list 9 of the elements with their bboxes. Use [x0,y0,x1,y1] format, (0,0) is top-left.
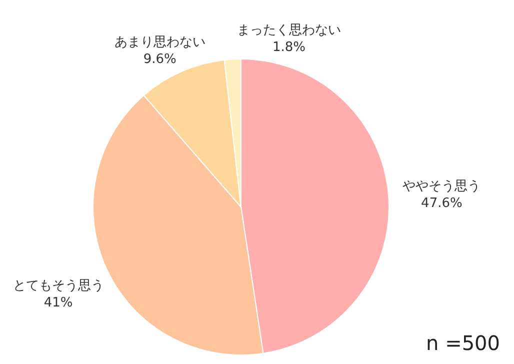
data-label: 1.8% [272,40,306,55]
slice-label: とてもそう思う [12,278,104,294]
slice-label: まったく思わない [237,23,341,38]
data-label: 47.6% [421,196,462,211]
slice-label: ややそう思う [402,178,481,194]
text: n =500 [426,331,500,355]
data-label: 9.6% [143,52,176,67]
slice-label: あまり思わない [114,35,206,50]
data-label: 41% [44,296,73,311]
